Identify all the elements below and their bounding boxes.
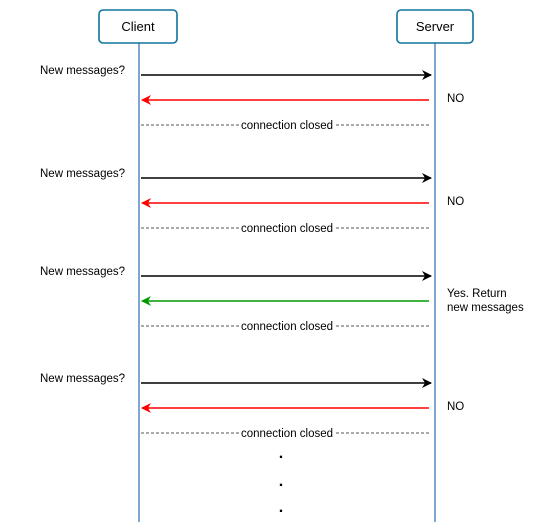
response-label-line: Yes. Return: [447, 288, 507, 300]
connection-closed-bg: [239, 221, 335, 235]
connection-closed-bg: [239, 319, 335, 333]
polling-round: New messages? NO connection closed: [40, 65, 464, 132]
response-label-line: NO: [447, 93, 464, 105]
response-label: NO: [447, 196, 464, 208]
response-label: Yes. Return new messages: [447, 288, 524, 314]
client-actor: Client: [98, 9, 178, 44]
connection-closed-label: connection closed: [241, 120, 333, 132]
polling-round: New messages? NO connection closed: [40, 168, 464, 235]
continuation-dot: .: [279, 445, 283, 462]
client-actor-label: Client: [121, 19, 155, 34]
response-label-line: new messages: [447, 302, 524, 314]
request-label: New messages?: [40, 168, 125, 180]
response-label-line: NO: [447, 401, 464, 413]
response-label-line: NO: [447, 196, 464, 208]
connection-closed-label: connection closed: [241, 321, 333, 333]
continuation-dots: ...: [279, 445, 283, 516]
response-label: NO: [447, 401, 464, 413]
client-actor-box: [98, 9, 178, 44]
continuation-dot: .: [279, 499, 283, 516]
server-actor-label: Server: [416, 19, 455, 34]
request-label: New messages?: [40, 373, 125, 385]
continuation-dot: .: [279, 473, 283, 490]
request-label: New messages?: [40, 266, 125, 278]
server-actor-box: [396, 9, 474, 44]
connection-closed-label: connection closed: [241, 428, 333, 440]
connection-closed-label: connection closed: [241, 223, 333, 235]
polling-round: New messages? Yes. Return new messages conn…: [40, 266, 524, 333]
request-label: New messages?: [40, 65, 125, 77]
server-actor: Server: [396, 9, 474, 44]
response-label: NO: [447, 93, 464, 105]
connection-closed-bg: [239, 118, 335, 132]
connection-closed-bg: [239, 426, 335, 440]
polling-round: New messages? NO connection closed: [40, 373, 464, 440]
